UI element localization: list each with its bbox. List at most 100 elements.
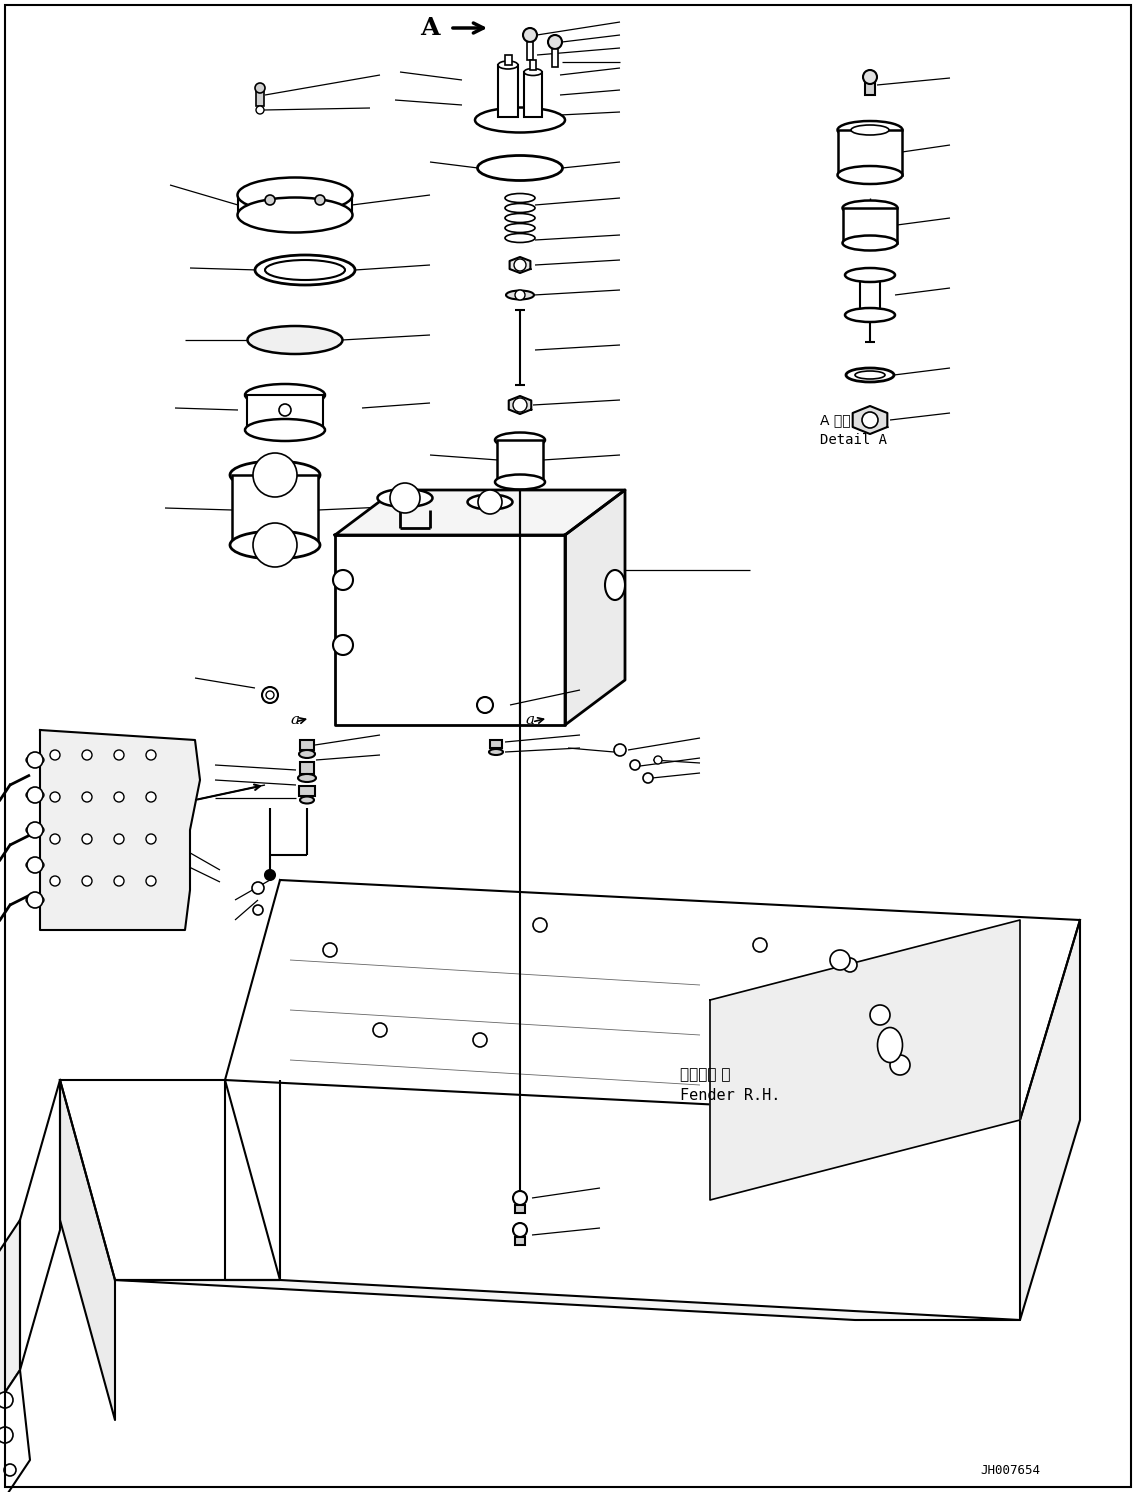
Circle shape [114,750,124,759]
Circle shape [27,822,43,839]
Ellipse shape [477,155,562,181]
Circle shape [477,697,493,713]
Circle shape [0,1426,12,1443]
Ellipse shape [26,825,44,836]
Circle shape [513,1191,527,1206]
Circle shape [478,489,502,515]
Circle shape [82,876,92,886]
Text: フェンダ 右: フェンダ 右 [680,1067,730,1083]
Ellipse shape [506,291,534,300]
Ellipse shape [229,531,320,560]
Circle shape [323,943,337,956]
Ellipse shape [837,166,902,184]
Circle shape [82,792,92,803]
Circle shape [513,260,526,272]
Bar [299,786,315,797]
Ellipse shape [524,69,542,76]
Circle shape [254,84,265,93]
Polygon shape [60,1080,115,1420]
Circle shape [513,1223,527,1237]
Circle shape [533,918,548,932]
Bar [490,740,502,747]
Polygon shape [60,1080,279,1280]
Polygon shape [20,1080,60,1370]
Ellipse shape [506,213,535,222]
Ellipse shape [248,325,342,354]
Polygon shape [0,1370,30,1492]
Circle shape [114,792,124,803]
Ellipse shape [488,749,503,755]
Circle shape [333,570,353,589]
Text: Fender R.H.: Fender R.H. [680,1088,780,1103]
Text: a: a [526,713,535,727]
Ellipse shape [843,236,897,251]
Ellipse shape [237,178,352,212]
Polygon shape [710,921,1020,1200]
Ellipse shape [237,197,352,233]
Circle shape [27,892,43,909]
Circle shape [473,1032,487,1047]
Ellipse shape [843,200,897,215]
Circle shape [265,195,275,204]
Bar [515,1206,525,1213]
Circle shape [333,636,353,655]
Circle shape [147,876,156,886]
Ellipse shape [254,255,354,285]
Circle shape [147,792,156,803]
Polygon shape [225,880,1080,1120]
Circle shape [147,750,156,759]
Bar [515,1237,525,1244]
Ellipse shape [300,797,314,804]
Ellipse shape [26,895,44,906]
Bar [527,42,533,60]
Ellipse shape [245,383,325,406]
Circle shape [50,876,60,886]
Circle shape [50,792,60,803]
Circle shape [5,1464,16,1476]
Circle shape [253,524,296,567]
Circle shape [523,28,537,42]
Bar [498,440,543,482]
Bar [300,740,314,750]
Text: Detail A: Detail A [820,433,887,448]
Ellipse shape [845,269,895,282]
Text: a: a [291,713,300,727]
Polygon shape [510,257,531,273]
Circle shape [0,1392,12,1408]
Circle shape [643,773,653,783]
Circle shape [279,404,291,416]
Ellipse shape [605,570,625,600]
Ellipse shape [506,194,535,203]
Ellipse shape [495,433,545,448]
Circle shape [253,454,296,497]
Circle shape [265,870,275,880]
Circle shape [315,195,325,204]
Bar [498,66,518,116]
Polygon shape [509,395,532,413]
Circle shape [870,1006,889,1025]
Bar [864,81,875,95]
Polygon shape [335,536,565,725]
Circle shape [27,856,43,873]
Bar [300,762,314,774]
Ellipse shape [265,260,345,280]
Bar [531,60,536,70]
Circle shape [114,834,124,844]
Ellipse shape [506,234,535,243]
Circle shape [82,750,92,759]
Polygon shape [335,489,625,536]
Circle shape [481,701,488,709]
Bar [506,55,512,66]
Text: JH007654: JH007654 [980,1464,1039,1477]
Circle shape [613,745,626,756]
Circle shape [390,483,420,513]
Circle shape [830,950,850,970]
Ellipse shape [468,494,512,509]
Circle shape [262,686,278,703]
Ellipse shape [837,121,902,139]
Ellipse shape [229,461,320,489]
Ellipse shape [26,755,44,765]
Ellipse shape [498,61,518,69]
Polygon shape [0,1220,20,1429]
Ellipse shape [506,203,535,212]
